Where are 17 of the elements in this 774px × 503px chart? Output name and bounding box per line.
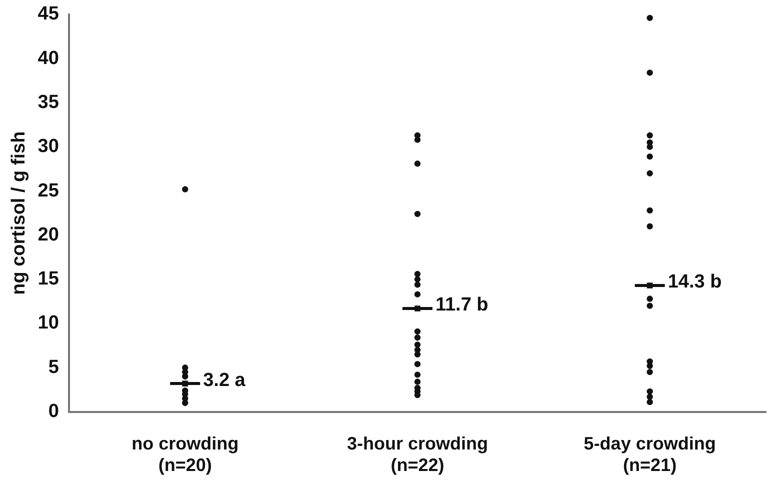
- y-tick-label: 25: [38, 180, 60, 202]
- x-tick-label: 5-day crowding (n=21): [584, 434, 716, 476]
- y-tick-label: 20: [38, 224, 59, 246]
- x-tick-label: no crowding (n=20): [132, 434, 239, 476]
- y-tick-label: 10: [38, 312, 59, 334]
- y-tick-label: 15: [38, 268, 60, 290]
- y-tick-label: 30: [38, 136, 59, 158]
- y-tick-label: 0: [48, 401, 59, 422]
- data-label: 14.3 b: [668, 272, 722, 293]
- x-tick-label: 3-hour crowding (n=22): [346, 434, 488, 476]
- y-tick-label: 40: [38, 48, 59, 69]
- y-axis-title: ng cortisol / g fish: [8, 131, 30, 295]
- y-tick-label: 5: [48, 356, 60, 378]
- y-tick-label: 35: [38, 92, 60, 113]
- data-label: 11.7 b: [435, 294, 488, 316]
- data-label: 3.2 a: [203, 370, 246, 391]
- y-tick-label: 45: [38, 4, 60, 25]
